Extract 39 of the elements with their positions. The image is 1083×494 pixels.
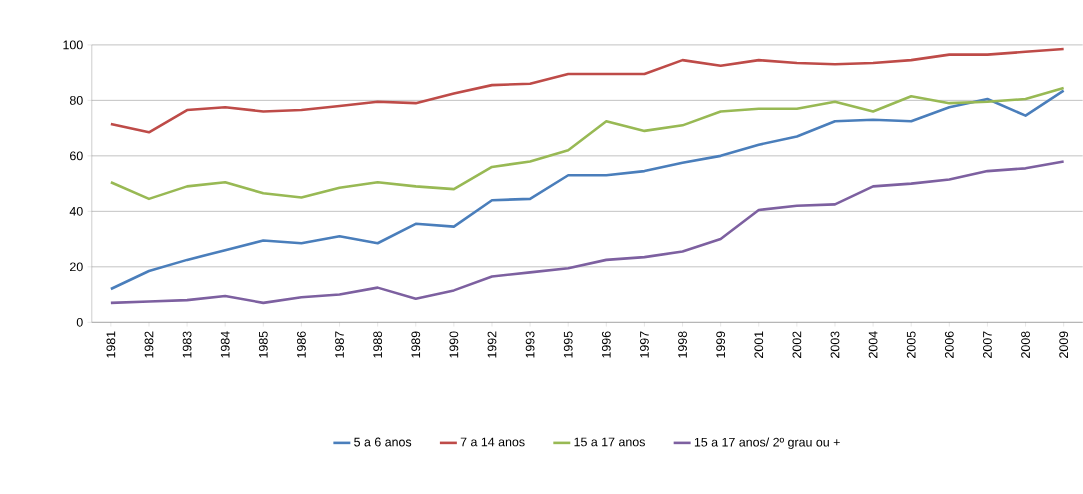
x-tick-label: 1992 (487, 331, 497, 358)
x-tick-label: 1997 (640, 331, 649, 358)
y-tick-label: 60 (70, 151, 83, 161)
x-tick-label: 2003 (830, 331, 840, 358)
y-tick-label: 40 (69, 206, 83, 216)
x-tick-label: 1995 (563, 331, 573, 358)
x-tick-label: 1982 (144, 331, 154, 358)
line-series (109, 89, 1065, 291)
x-tick-label: 1990 (449, 331, 459, 358)
x-tick-label: 2009 (1059, 331, 1069, 358)
x-tick-label: 1987 (335, 331, 344, 358)
x-tick-label: 2006 (944, 331, 954, 358)
x-tick-label: 2005 (906, 331, 916, 358)
x-tick-label: 2007 (983, 331, 992, 358)
legend-label: 15 a 17 anos/ 2º grau ou + (694, 437, 840, 450)
x-tick-label: 1996 (601, 331, 611, 358)
x-tick-label: 1985 (258, 331, 268, 358)
x-tick-label: 1983 (182, 331, 192, 358)
x-tick-label: 1984 (220, 331, 230, 358)
y-tick-label: 0 (76, 317, 83, 327)
line-series (109, 86, 1065, 201)
x-tick-label: 1998 (678, 331, 687, 358)
legend-label: 15 a 17 anos (574, 437, 645, 447)
x-tick-label: 2001 (754, 331, 764, 358)
x-tick-label: 2002 (792, 331, 802, 358)
x-tick-label: 1989 (411, 331, 421, 358)
x-tick-label: 2004 (868, 331, 878, 358)
x-tick-label: 1981 (106, 331, 116, 358)
legend-label: 7 a 14 anos (460, 437, 525, 447)
line-series (109, 160, 1065, 305)
legend-label: 5 a 6 anos (354, 437, 412, 447)
y-tick-label: 100 (63, 40, 83, 50)
x-tick-label: 1986 (297, 331, 306, 358)
x-tick-label: 1993 (525, 331, 535, 358)
x-tick-label: 2008 (1021, 331, 1030, 358)
x-tick-label: 1988 (373, 331, 383, 358)
y-tick-label: 80 (69, 96, 83, 105)
x-tick-label: 1999 (716, 331, 726, 358)
y-tick-label: 20 (70, 262, 83, 272)
